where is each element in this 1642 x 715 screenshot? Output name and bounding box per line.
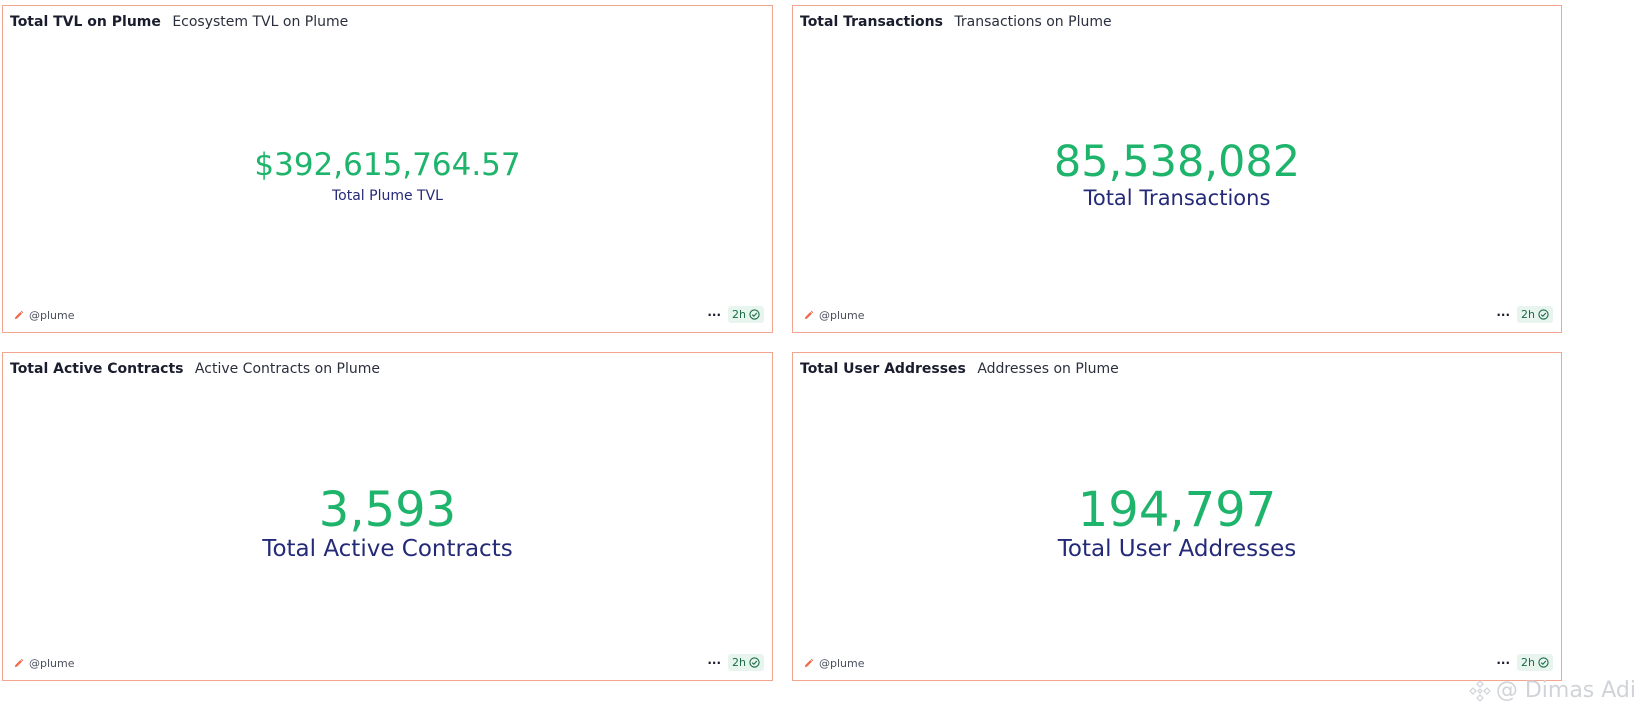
counter-body: 85,538,082 Total Transactions (793, 141, 1561, 209)
more-dots-icon[interactable]: ··· (707, 655, 722, 670)
counter-label: Total Plume TVL (332, 188, 443, 204)
author-name[interactable]: @plume (29, 309, 75, 322)
card-title[interactable]: Total TVL on Plume (10, 14, 161, 30)
counter-body: $392,615,764.57 Total Plume TVL (3, 147, 772, 204)
card-footer-actions: ··· 2h (707, 654, 764, 671)
more-dots-icon[interactable]: ··· (707, 307, 722, 322)
freshness-text: 2h (1521, 308, 1535, 321)
counter-body: 194,797 Total User Addresses (793, 486, 1561, 561)
counter-value: 3,593 (318, 482, 457, 538)
card-footer-actions: ··· 2h (1496, 654, 1553, 671)
pencil-icon (804, 658, 814, 668)
card-subtitle: Transactions on Plume (954, 14, 1112, 30)
freshness-badge[interactable]: 2h (1517, 654, 1553, 671)
freshness-badge[interactable]: 2h (1517, 306, 1553, 323)
counter-value: 194,797 (1077, 482, 1277, 538)
author-link[interactable]: @plume (13, 309, 75, 322)
counter-label: Total User Addresses (1057, 536, 1297, 562)
check-circle-icon (1538, 657, 1549, 668)
author-name[interactable]: @plume (29, 657, 75, 670)
watermark: @ Dimas Adi (1468, 678, 1636, 703)
check-circle-icon (1538, 309, 1549, 320)
counter-label: Total Active Contracts (262, 536, 513, 562)
counter-value: $392,615,764.57 (254, 147, 521, 183)
freshness-badge[interactable]: 2h (728, 306, 764, 323)
author-link[interactable]: @plume (803, 309, 865, 322)
counter-body: 3,593 Total Active Contracts (3, 486, 772, 561)
check-circle-icon (749, 309, 760, 320)
card-subtitle: Active Contracts on Plume (194, 361, 380, 377)
card-footer-actions: ··· 2h (1496, 306, 1553, 323)
freshness-badge[interactable]: 2h (728, 654, 764, 671)
card-title[interactable]: Total User Addresses (800, 361, 966, 377)
author-link[interactable]: @plume (803, 657, 865, 670)
card-header: Total Active Contracts Active Contracts … (10, 361, 380, 377)
author-link[interactable]: @plume (13, 657, 75, 670)
check-circle-icon (749, 657, 760, 668)
card-header: Total Transactions Transactions on Plume (800, 14, 1112, 30)
pencil-icon (804, 310, 814, 320)
counter-card-user-addresses: Total User Addresses Addresses on Plume … (792, 352, 1562, 681)
freshness-text: 2h (732, 308, 746, 321)
card-subtitle: Addresses on Plume (977, 361, 1119, 377)
counter-value: 85,538,082 (1053, 137, 1301, 187)
freshness-text: 2h (1521, 656, 1535, 669)
counter-label: Total Transactions (1083, 186, 1271, 210)
pencil-icon (14, 310, 24, 320)
binance-square-logo-icon (1468, 679, 1491, 702)
card-header: Total TVL on Plume Ecosystem TVL on Plum… (10, 14, 348, 30)
counter-card-tvl: Total TVL on Plume Ecosystem TVL on Plum… (2, 5, 773, 333)
freshness-text: 2h (732, 656, 746, 669)
card-title[interactable]: Total Transactions (800, 14, 943, 30)
card-footer-actions: ··· 2h (707, 306, 764, 323)
watermark-text: @ Dimas Adi (1495, 678, 1636, 703)
card-header: Total User Addresses Addresses on Plume (800, 361, 1119, 377)
more-dots-icon[interactable]: ··· (1496, 307, 1511, 322)
author-name[interactable]: @plume (819, 309, 865, 322)
card-subtitle: Ecosystem TVL on Plume (172, 14, 349, 30)
card-title[interactable]: Total Active Contracts (10, 361, 184, 377)
author-name[interactable]: @plume (819, 657, 865, 670)
pencil-icon (14, 658, 24, 668)
counter-card-active-contracts: Total Active Contracts Active Contracts … (2, 352, 773, 681)
counter-card-transactions: Total Transactions Transactions on Plume… (792, 5, 1562, 333)
more-dots-icon[interactable]: ··· (1496, 655, 1511, 670)
